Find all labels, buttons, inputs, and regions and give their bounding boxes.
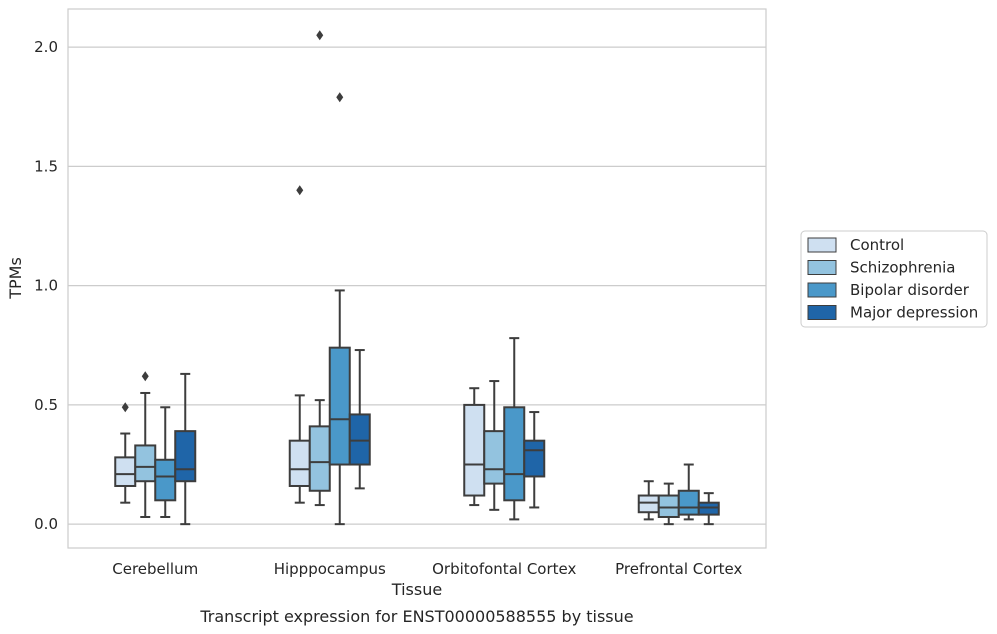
outlier-point bbox=[316, 30, 324, 41]
chart-caption: Transcript expression for ENST0000058855… bbox=[199, 607, 633, 626]
outlier-point bbox=[336, 92, 344, 103]
y-tick-label: 0.0 bbox=[34, 515, 58, 533]
y-tick-labels: 0.0 0.5 1.0 1.5 2.0 bbox=[34, 38, 58, 533]
box-iqr bbox=[637, 494, 660, 514]
box-element bbox=[328, 92, 351, 526]
box-element bbox=[134, 371, 157, 518]
box-element bbox=[154, 406, 177, 518]
box-iqr bbox=[288, 439, 311, 487]
x-tick-label: Orbitofontal Cortex bbox=[432, 560, 576, 578]
legend-label: Control bbox=[850, 236, 904, 254]
legend-label: Bipolar disorder bbox=[850, 281, 970, 299]
legend-frame bbox=[800, 230, 988, 328]
box-iqr bbox=[503, 406, 526, 502]
legend-label: Schizophrenia bbox=[850, 259, 955, 277]
box-element bbox=[348, 349, 371, 490]
box-iqr bbox=[463, 403, 486, 497]
series-group bbox=[134, 30, 680, 526]
series-group bbox=[154, 92, 700, 526]
box-iqr bbox=[697, 501, 720, 516]
x-tick-label: Prefrontal Cortex bbox=[615, 560, 742, 578]
gridlines bbox=[68, 46, 766, 525]
box-element bbox=[174, 372, 197, 526]
box-iqr bbox=[677, 489, 700, 516]
box-iqr bbox=[134, 444, 157, 483]
plot-area-frame bbox=[67, 8, 767, 549]
box-iqr bbox=[154, 458, 177, 502]
y-tick-label: 0.5 bbox=[34, 396, 58, 414]
box-iqr bbox=[308, 425, 331, 492]
x-tick-labels: Cerebellum Hipppocampus Orbitofontal Corte… bbox=[112, 560, 742, 578]
box-element bbox=[114, 402, 137, 504]
legend-swatch bbox=[807, 260, 837, 275]
y-tick-label: 2.0 bbox=[34, 38, 58, 56]
series-group bbox=[114, 185, 660, 521]
y-tick-label: 1.0 bbox=[34, 277, 58, 295]
legend-swatch bbox=[807, 237, 837, 253]
legend: Control Schizophrenia Bipolar disorder Majo… bbox=[800, 230, 988, 328]
box-element bbox=[523, 411, 546, 509]
box-series-group bbox=[114, 30, 720, 526]
legend-swatch bbox=[807, 282, 837, 298]
y-axis-title: TPMs bbox=[6, 257, 25, 300]
box-iqr bbox=[328, 346, 351, 466]
box-iqr bbox=[114, 456, 137, 487]
box-iqr bbox=[523, 439, 546, 478]
box-element bbox=[503, 337, 526, 521]
legend-label: Major depression bbox=[850, 304, 978, 322]
box-element bbox=[483, 380, 506, 511]
outlier-point bbox=[121, 402, 129, 413]
series-group bbox=[174, 349, 720, 526]
y-tick-label: 1.5 bbox=[34, 157, 58, 175]
x-tick-label: Cerebellum bbox=[112, 560, 198, 578]
box-element bbox=[677, 463, 700, 521]
x-axis-title: Tissue bbox=[391, 580, 442, 599]
box-iqr bbox=[483, 430, 506, 485]
outlier-point bbox=[296, 185, 304, 196]
outlier-point bbox=[141, 371, 149, 382]
box-iqr bbox=[657, 494, 680, 518]
legend-swatch bbox=[807, 305, 837, 320]
box-element bbox=[697, 492, 720, 526]
box-element bbox=[288, 185, 311, 504]
x-tick-label: Hipppocampus bbox=[274, 560, 386, 578]
box-element bbox=[657, 482, 680, 526]
box-element bbox=[308, 30, 331, 507]
box-iqr bbox=[174, 430, 197, 483]
box-element bbox=[637, 480, 660, 521]
box-iqr bbox=[348, 413, 371, 466]
box-element bbox=[463, 387, 486, 507]
